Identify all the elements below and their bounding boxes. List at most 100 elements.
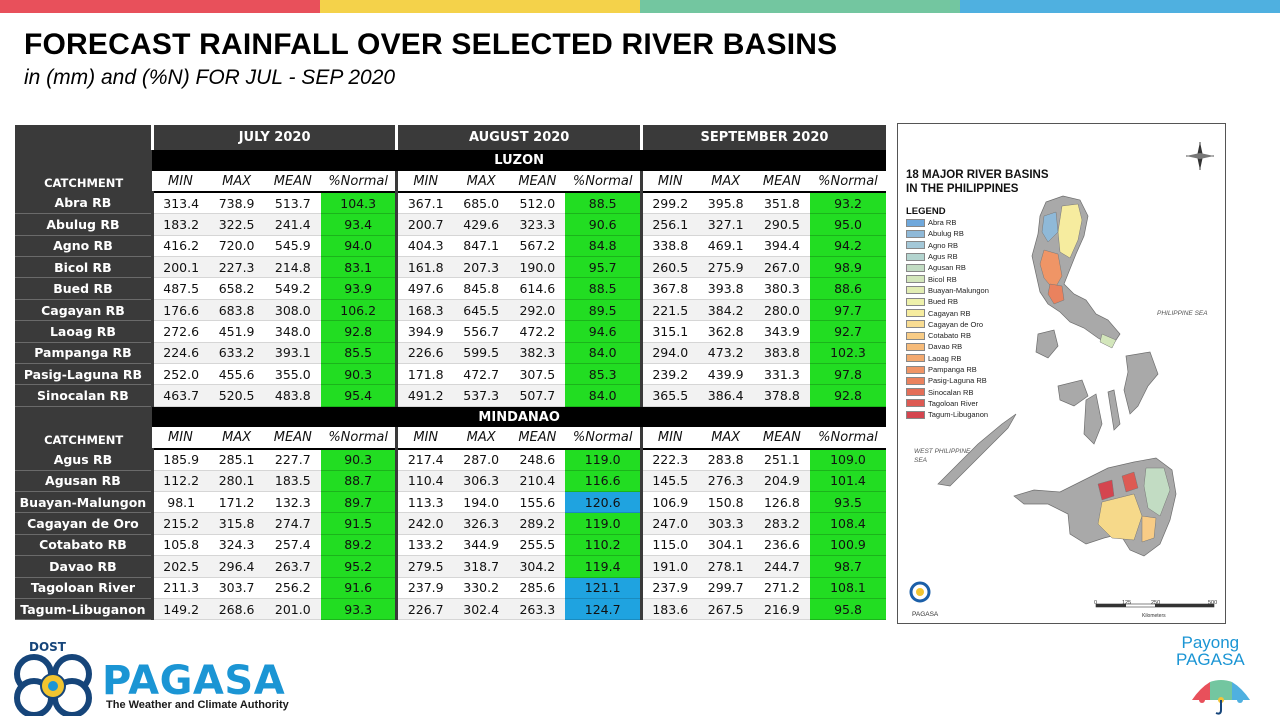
column-header: %Normal bbox=[565, 171, 642, 194]
column-header: MAX bbox=[208, 171, 265, 194]
philippines-map-graphic bbox=[909, 142, 1215, 608]
value-cell: 214.8 bbox=[264, 256, 321, 279]
percent-normal-cell: 84.0 bbox=[565, 342, 642, 365]
value-cell: 549.2 bbox=[264, 277, 321, 300]
column-header: MEAN bbox=[264, 171, 321, 194]
catchment-header: CATCHMENT bbox=[15, 406, 153, 449]
value-cell: 308.0 bbox=[264, 299, 321, 322]
value-cell: 200.7 bbox=[395, 213, 454, 236]
color-bar-red bbox=[0, 0, 320, 13]
value-cell: 204.9 bbox=[753, 470, 810, 492]
value-cell: 429.6 bbox=[453, 213, 510, 236]
value-cell: 520.5 bbox=[208, 384, 265, 407]
value-cell: 383.8 bbox=[753, 342, 810, 365]
value-cell: 512.0 bbox=[509, 192, 566, 215]
percent-normal-cell: 121.1 bbox=[565, 577, 642, 599]
percent-normal-cell: 85.5 bbox=[320, 342, 397, 365]
value-cell: 105.8 bbox=[150, 534, 209, 557]
legend-item: Davao RB bbox=[906, 341, 989, 352]
value-cell: 183.2 bbox=[150, 213, 209, 236]
legend-item: Pampanga RB bbox=[906, 364, 989, 375]
value-cell: 217.4 bbox=[395, 448, 454, 471]
color-bar bbox=[0, 0, 1280, 13]
value-cell: 248.6 bbox=[509, 448, 566, 471]
value-cell: 183.6 bbox=[639, 598, 698, 621]
value-cell: 343.9 bbox=[753, 320, 810, 343]
legend-swatch bbox=[906, 320, 925, 329]
value-cell: 237.9 bbox=[639, 577, 698, 599]
rainfall-table-grid: JULY 2020 AUGUST 2020 SEPTEMBER 2020 CATCHM… bbox=[15, 125, 886, 621]
value-cell: 285.1 bbox=[208, 448, 265, 471]
value-cell: 472.7 bbox=[453, 363, 510, 386]
value-cell: 226.7 bbox=[395, 598, 454, 621]
region-header: MINDANAO bbox=[152, 406, 886, 428]
value-cell: 106.9 bbox=[639, 491, 698, 514]
value-cell: 183.5 bbox=[264, 470, 321, 492]
percent-normal-cell: 106.2 bbox=[320, 299, 397, 322]
value-cell: 272.6 bbox=[150, 320, 209, 343]
value-cell: 283.8 bbox=[697, 448, 754, 471]
value-cell: 556.7 bbox=[453, 320, 510, 343]
column-header: MAX bbox=[697, 171, 754, 194]
catchment-name: Tagum-Libuganon bbox=[15, 598, 153, 621]
catchment-label: CATCHMENT bbox=[44, 432, 124, 447]
value-cell: 738.9 bbox=[208, 192, 265, 215]
legend-label: Cagayan RB bbox=[928, 308, 971, 318]
value-cell: 171.2 bbox=[208, 491, 265, 514]
value-cell: 202.5 bbox=[150, 555, 209, 578]
percent-normal-cell: 89.2 bbox=[320, 534, 397, 557]
month-header: SEPTEMBER 2020 bbox=[639, 125, 886, 150]
value-cell: 537.3 bbox=[453, 384, 510, 407]
value-cell: 614.6 bbox=[509, 277, 566, 300]
legend-item: Abulug RB bbox=[906, 228, 989, 239]
percent-normal-cell: 116.6 bbox=[565, 470, 642, 492]
legend-swatch bbox=[906, 410, 925, 419]
value-cell: 252.0 bbox=[150, 363, 209, 386]
value-cell: 194.0 bbox=[453, 491, 510, 514]
percent-normal-cell: 91.5 bbox=[320, 512, 397, 535]
abra-basin bbox=[1041, 211, 1059, 243]
value-cell: 497.6 bbox=[395, 277, 454, 300]
value-cell: 207.3 bbox=[453, 256, 510, 279]
value-cell: 279.5 bbox=[395, 555, 454, 578]
value-cell: 327.1 bbox=[697, 213, 754, 236]
percent-normal-cell: 94.6 bbox=[565, 320, 642, 343]
catchment-name: Davao RB bbox=[15, 555, 153, 578]
catchment-name: Bicol RB bbox=[15, 256, 153, 279]
cagayan-de-oro-basin bbox=[1121, 471, 1139, 493]
column-header: %Normal bbox=[320, 171, 397, 194]
value-cell: 226.6 bbox=[395, 342, 454, 365]
table-row: Cagayan de Oro 215.2 315.8 274.7 91.5 242.0 32… bbox=[15, 512, 886, 535]
sea-label-west: WEST PHILIPPINE SEA bbox=[914, 448, 971, 464]
value-cell: 845.8 bbox=[453, 277, 510, 300]
legend-swatch bbox=[906, 399, 925, 408]
color-bar-blue bbox=[960, 0, 1280, 13]
value-cell: 355.0 bbox=[264, 363, 321, 386]
value-cell: 274.7 bbox=[264, 512, 321, 535]
column-header: MEAN bbox=[753, 171, 810, 194]
value-cell: 263.7 bbox=[264, 555, 321, 578]
value-cell: 685.0 bbox=[453, 192, 510, 215]
column-header: MIN bbox=[395, 427, 454, 450]
value-cell: 280.0 bbox=[753, 299, 810, 322]
legend-label: Abulug RB bbox=[928, 229, 964, 239]
percent-normal-cell: 93.9 bbox=[320, 277, 397, 300]
value-cell: 287.0 bbox=[453, 448, 510, 471]
column-header: MAX bbox=[453, 427, 510, 450]
payong-line1: Payong bbox=[1181, 633, 1240, 652]
legend-label: Cagayan de Oro bbox=[928, 319, 984, 329]
region-header: LUZON bbox=[152, 150, 886, 171]
value-cell: 292.0 bbox=[509, 299, 566, 322]
catchment-name: Pasig-Laguna RB bbox=[15, 363, 153, 386]
value-cell: 393.1 bbox=[264, 342, 321, 365]
catchment-name: Pampanga RB bbox=[15, 342, 153, 365]
value-cell: 323.3 bbox=[509, 213, 566, 236]
value-cell: 210.4 bbox=[509, 470, 566, 492]
column-header: %Normal bbox=[809, 171, 886, 194]
value-cell: 491.2 bbox=[395, 384, 454, 407]
river-basin-map: 18 MAJOR RIVER BASINS IN THE PHILIPPINES… bbox=[897, 123, 1226, 624]
legend-item: Agusan RB bbox=[906, 262, 989, 273]
value-cell: 110.4 bbox=[395, 470, 454, 492]
legend-swatch bbox=[906, 286, 925, 295]
percent-normal-cell: 101.4 bbox=[809, 470, 886, 492]
